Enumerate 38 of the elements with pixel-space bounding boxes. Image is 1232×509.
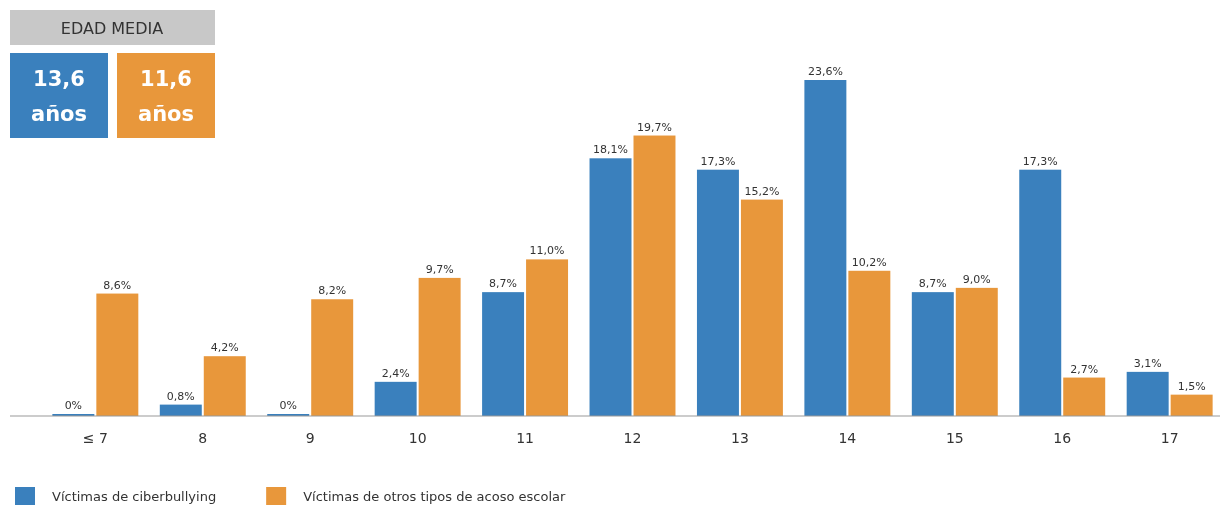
data-label: 8,7%	[918, 277, 947, 291]
annotation: 13,6 años	[30, 67, 88, 126]
text: EDAD MEDIA	[60, 19, 164, 38]
x-tick-label: 13	[731, 430, 749, 446]
data-label: 17,3%	[700, 154, 736, 168]
x-tick-label: 10	[408, 430, 427, 446]
data-label: 19,7%	[637, 120, 672, 134]
data-label: 2,4%	[381, 366, 410, 380]
x-tick-label: 16	[1053, 430, 1072, 446]
data-label: 15,2%	[744, 184, 780, 198]
data-label: 9,7%	[425, 262, 454, 276]
data-label: 8,7%	[489, 277, 518, 291]
data-label: 0%	[64, 399, 83, 412]
x-tick-label: 11	[516, 430, 534, 446]
x-tick-label: 12	[623, 430, 642, 446]
data-label: 2,7%	[1070, 362, 1099, 376]
annotation: 11,6 años	[137, 67, 195, 126]
data-label: 8,6%	[103, 278, 132, 292]
x-tick-label: 8	[198, 430, 208, 446]
x-tick-label: ≤ 7	[82, 430, 108, 446]
legend-label: Víctimas de ciberbullying	[52, 489, 217, 504]
data-label: 11,0%	[529, 244, 565, 258]
data-label: 18,1%	[593, 143, 628, 157]
data-label: 10,2%	[851, 255, 887, 269]
data-label: 1,5%	[1177, 379, 1206, 393]
data-label: 9,0%	[962, 272, 991, 286]
data-label: 17,3%	[1022, 154, 1058, 168]
data-label: 0%	[279, 399, 297, 412]
data-label: 0,8%	[166, 389, 195, 403]
x-tick-label: 14	[838, 430, 857, 446]
data-label: 8,2%	[318, 284, 347, 298]
x-tick-label: 17	[1160, 430, 1179, 446]
data-label: 4,2%	[210, 341, 239, 355]
x-tick-label: 9	[305, 430, 315, 446]
data-label: 23,6%	[807, 65, 843, 78]
data-label: 3,1%	[1133, 356, 1162, 370]
x-tick-label: 15	[945, 430, 964, 446]
legend-label: Víctimas de otros tipos de acoso escolar	[303, 489, 566, 504]
